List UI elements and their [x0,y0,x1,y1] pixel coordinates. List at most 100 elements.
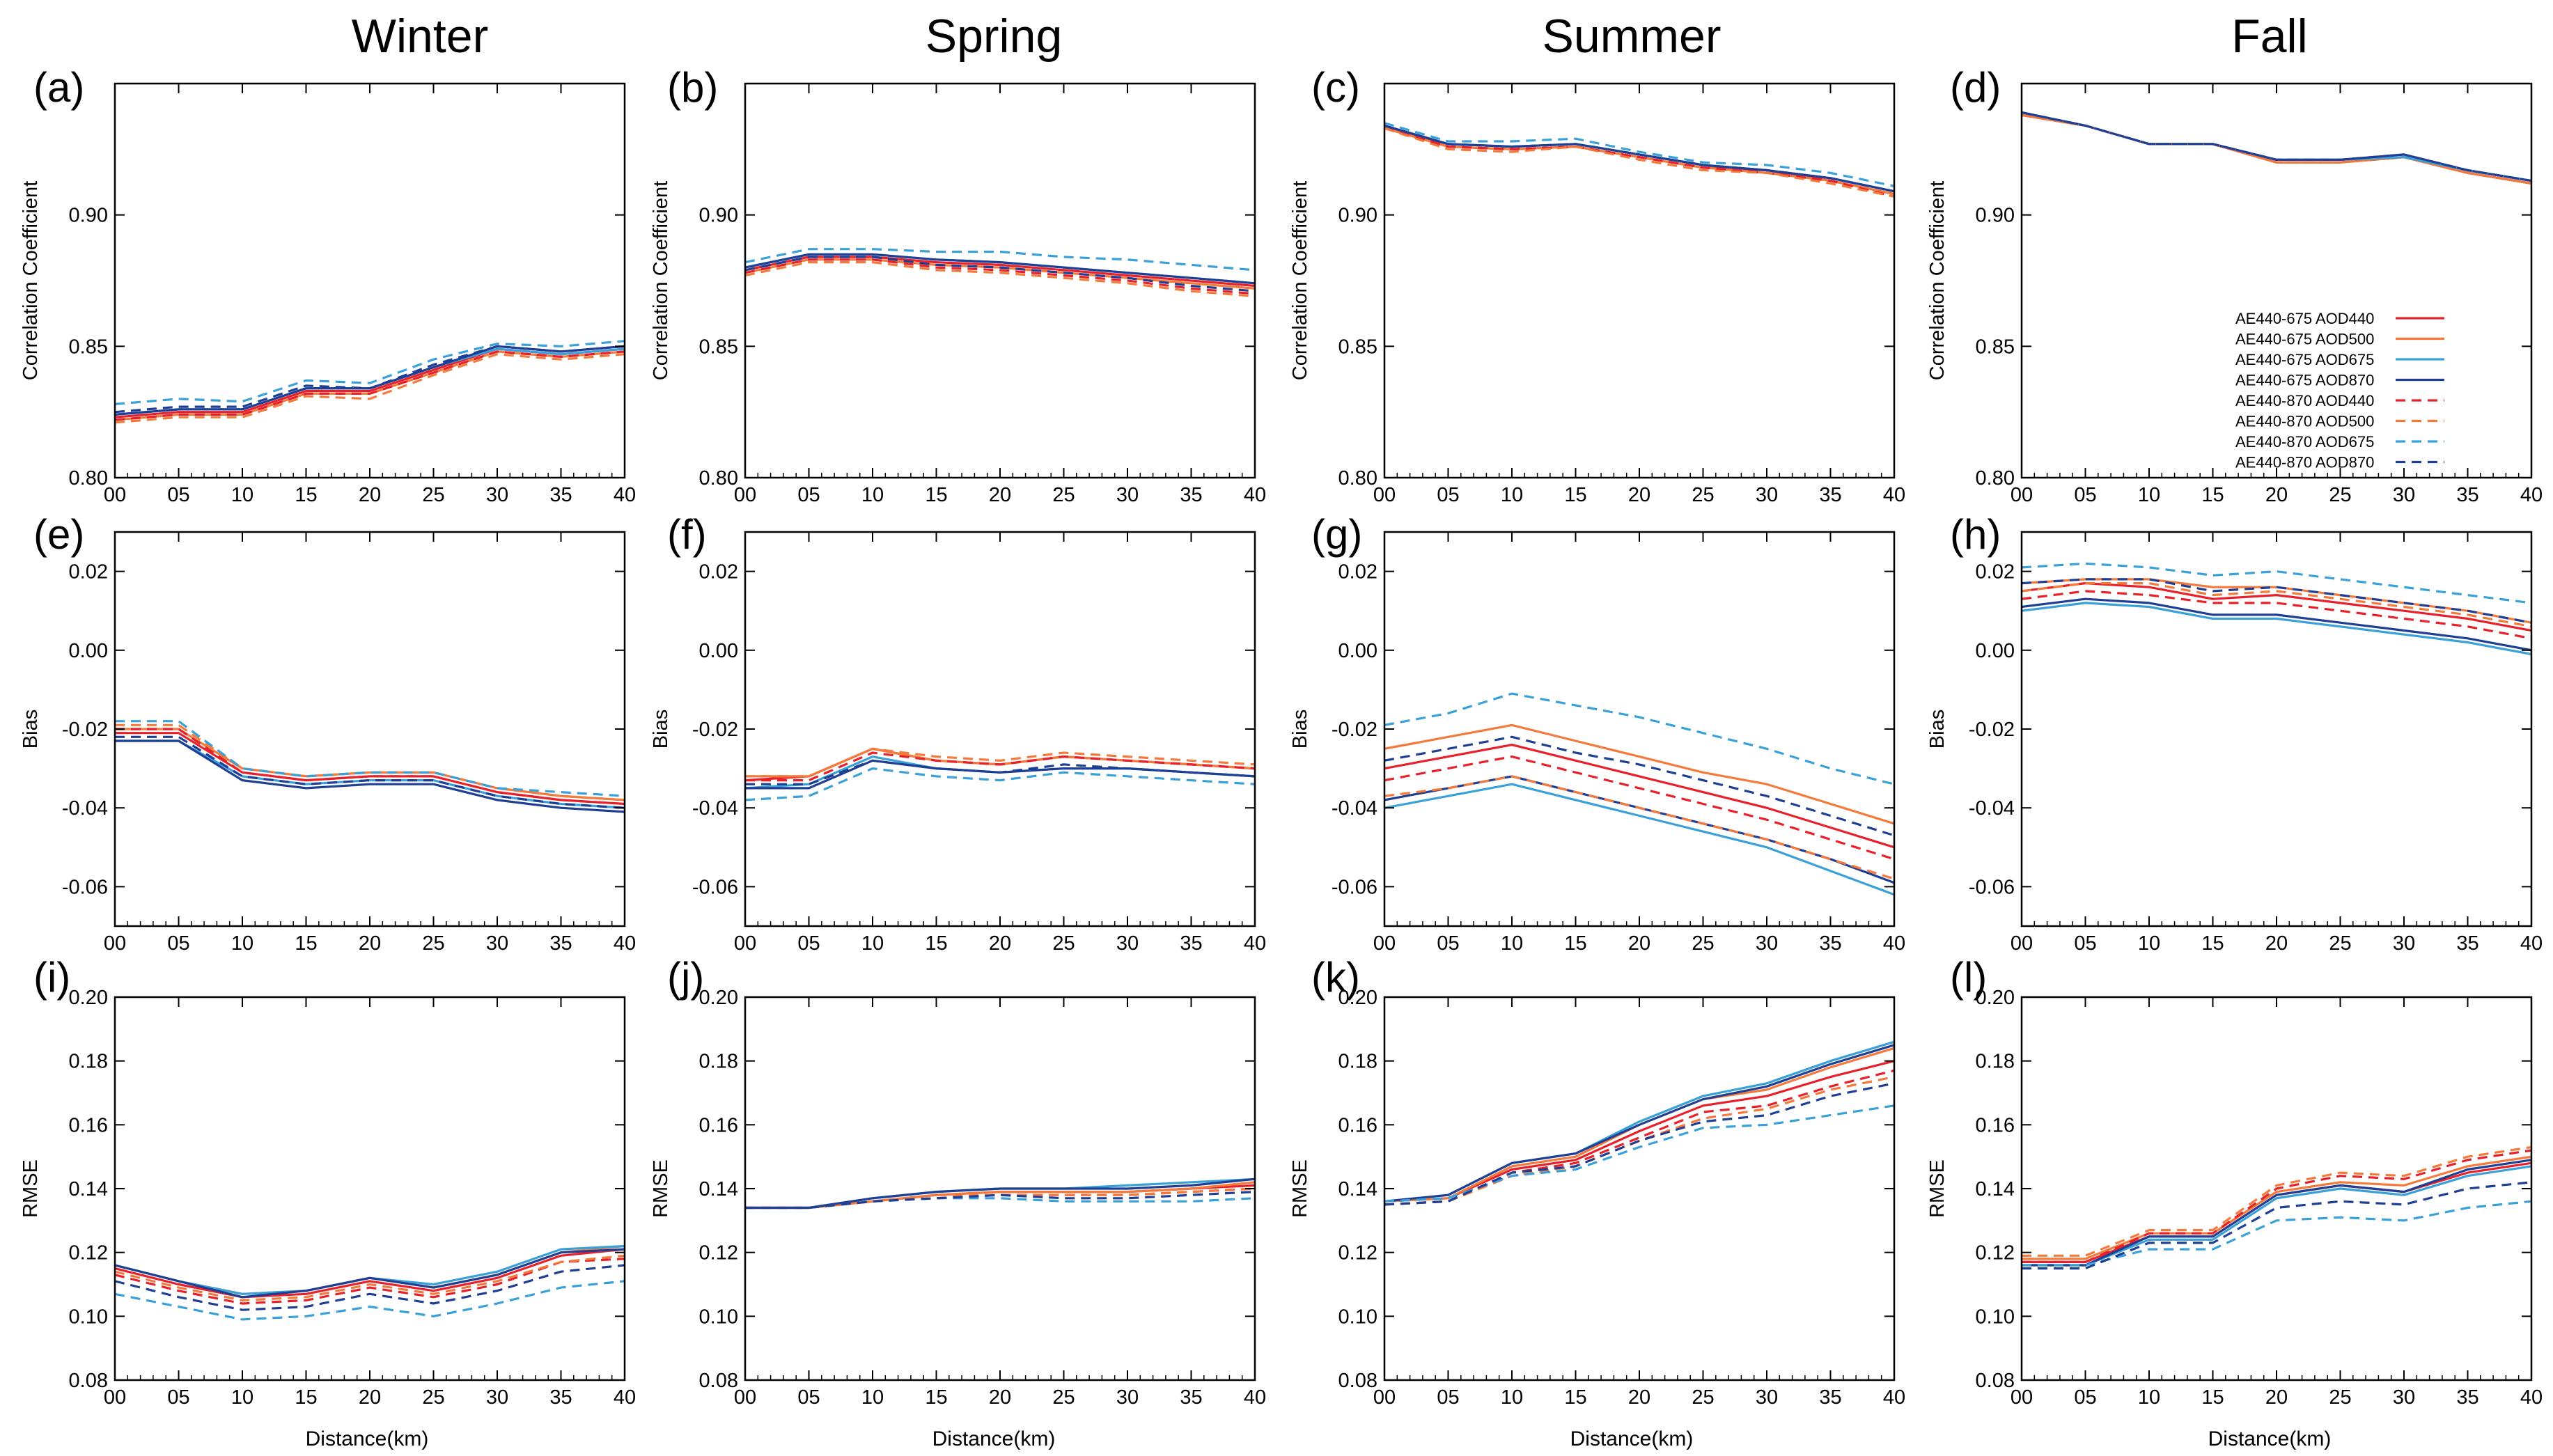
y-tick-label: -0.02 [62,719,108,741]
series-line-ae440-870-aod675 [745,248,1255,272]
y-tick-label: 0.10 [69,1306,108,1328]
series-line-ae440-870-aod440 [1384,755,1894,861]
series-line-ae440-870-aod675 [745,767,1255,801]
series-line-ae440-675-aod500 [2022,1155,2531,1260]
x-tick-label: 30 [1756,932,1778,955]
y-tick-label: -0.06 [62,876,108,898]
x-tick-label: 05 [797,1386,820,1409]
series-line-ae440-870-aod440 [2022,590,2531,640]
y-tick-label: 0.08 [69,1370,108,1392]
y-tick-label: 0.90 [1976,205,2015,227]
legend-label: AE440-870 AOD870 [2235,454,2374,471]
series-group [745,248,1255,298]
y-tick-label: 0.02 [699,561,738,584]
panel-label-e: (e) [33,511,84,558]
series-line-ae440-870-aod500 [115,353,625,424]
x-tick-label: 15 [2201,1386,2224,1409]
y-tick-label: 0.08 [1976,1370,2015,1392]
series-line-ae440-870-aod870 [115,345,625,414]
y-tick-label: 0.18 [69,1051,108,1073]
series-group [745,747,1255,801]
x-tick-label: 30 [1756,484,1778,506]
legend-label: AE440-675 AOD440 [2235,310,2374,327]
x-axis-title-winter: Distance(km) [306,1427,429,1450]
panel-k: 00 05 10 15 20 25 30 35 40 0.08 0.10 0.12 0.14 0.16 0.… [1289,987,1905,1409]
y-tick-label: 0.12 [1338,1242,1377,1265]
x-tick-label: 35 [2456,484,2478,506]
y-axis-title: RMSE [19,1159,42,1218]
panel-label-d: (d) [1950,64,2001,111]
x-tick-label: 40 [2520,1386,2543,1409]
panel-label-a: (a) [33,64,84,111]
series-line-ae440-870-aod500 [1384,775,1894,880]
y-tick-label: 0.00 [69,640,108,662]
x-tick-label: 30 [486,484,508,506]
x-tick-label: 15 [295,1386,317,1409]
panel-label-g: (g) [1311,511,1362,558]
x-tick-label: 20 [359,932,381,955]
series-line-ae440-870-aod500 [745,261,1255,298]
y-tick-label: 0.80 [699,467,738,490]
y-axis-title: Bias [650,710,672,749]
x-tick-label: 15 [295,484,317,506]
series-line-ae440-870-aod870 [745,759,1255,785]
x-tick-label: 30 [1116,932,1139,955]
plot-grid: 00 05 10 15 20 25 30 35 40 0.80 0.85 0.90 Correlatio… [19,82,2543,1409]
x-tick-label: 20 [359,1386,381,1409]
y-tick-label: 0.20 [69,987,108,1009]
x-tick-label: 00 [104,932,126,955]
x-tick-label: 40 [1883,484,1905,506]
series-line-ae440-870-aod870 [745,256,1255,292]
y-axis-title: RMSE [1926,1159,1949,1218]
season-title-spring: Spring [926,10,1063,63]
y-axis-title: Bias [1289,710,1311,749]
x-tick-label: 20 [1628,932,1650,955]
y-axis-title: RMSE [1289,1159,1311,1218]
y-tick-label: 0.18 [1976,1051,2015,1073]
y-tick-label: 0.08 [1338,1370,1377,1392]
y-tick-label: 0.20 [1338,987,1377,1009]
series-line-ae440-870-aod440 [2022,1149,2531,1264]
x-tick-label: 20 [359,484,381,506]
x-tick-label: 25 [1692,1386,1714,1409]
y-tick-label: 0.80 [69,467,108,490]
series-line-ae440-870-aod675 [2022,562,2531,604]
panel-label-j: (j) [667,954,704,1001]
panel-b: 00 05 10 15 20 25 30 35 40 0.80 0.85 0.90 Correlatio… [650,82,1266,506]
series-line-ae440-870-aod675 [115,340,625,405]
x-tick-label: 20 [989,1386,1011,1409]
series-line-ae440-870-aod440 [1384,127,1894,198]
series-line-ae440-870-aod500 [115,1254,625,1302]
x-tick-label: 25 [422,1386,444,1409]
series-line-ae440-870-aod870 [745,1191,1255,1210]
y-tick-label: 0.18 [1338,1051,1377,1073]
y-axis-title: Correlation Coefficient [1289,181,1311,380]
panel-d: 00 05 10 15 20 25 30 35 40 0.80 0.85 0.90 Correlatio… [1926,82,2543,506]
x-tick-label: 00 [1373,932,1396,955]
x-tick-label: 20 [989,932,1011,955]
x-tick-label: 40 [1883,932,1905,955]
x-tick-label: 40 [2520,932,2543,955]
y-tick-label: 0.80 [1976,467,2015,490]
y-tick-label: 0.16 [69,1114,108,1136]
panel-j: 00 05 10 15 20 25 30 35 40 0.08 0.10 0.12 0.14 0.16 0.… [650,987,1266,1409]
y-axis-title: Correlation Coefficient [650,181,672,380]
x-tick-label: 05 [2074,484,2096,506]
y-tick-label: -0.04 [1332,797,1377,820]
x-tick-label: 35 [1180,932,1202,955]
y-tick-label: -0.04 [692,797,738,820]
series-line-ae440-675-aod675 [1384,783,1894,896]
x-tick-label: 15 [925,1386,947,1409]
panel-label-i: (i) [33,954,70,1001]
x-tick-label: 30 [2393,484,2415,506]
legend-label: AE440-870 AOD440 [2235,392,2374,409]
x-tick-label: 10 [2138,932,2160,955]
series-group [2022,111,2531,185]
y-tick-label: -0.02 [692,719,738,741]
x-tick-label: 10 [231,484,253,506]
x-tick-label: 35 [2456,1386,2478,1409]
series-group [115,1244,625,1321]
x-tick-label: 35 [1180,484,1202,506]
x-tick-label: 20 [2265,484,2288,506]
legend: AE440-675 AOD440 AE440-675 AOD500 AE440-67… [2235,310,2444,471]
